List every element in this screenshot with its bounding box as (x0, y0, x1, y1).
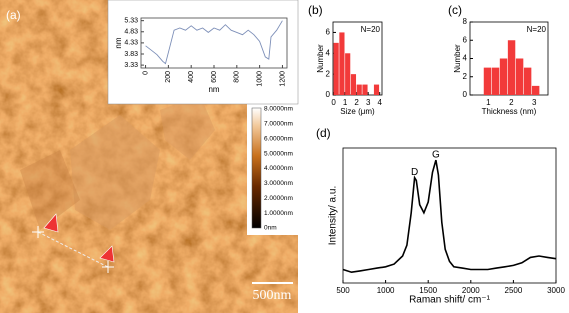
panel-label: (a) (6, 8, 21, 22)
x-axis-label: Size (μm) (340, 107, 375, 116)
y-tick-label: 6 (463, 35, 468, 44)
panel-label: (b) (308, 3, 323, 17)
y-tick-label: 2 (463, 72, 468, 81)
colorbar-label: 3.0000nm (264, 180, 293, 187)
x-tick-label: 800 (234, 71, 241, 83)
x-tick-label: 2000 (462, 286, 480, 295)
peak-label: D (411, 167, 418, 178)
x-tick-label: 400 (188, 71, 195, 83)
x-tick-label: 200 (165, 71, 172, 83)
x-tick-label: 1000 (256, 71, 263, 87)
x-tick-label: 0 (331, 98, 336, 107)
colorbar-label: 0nm (264, 225, 277, 232)
x-tick-label: 0 (142, 71, 149, 75)
x-tick-label: 2 (354, 98, 359, 107)
bar (339, 32, 345, 95)
y-tick-label: 4.33 (124, 40, 138, 47)
y-tick-label: 3.83 (124, 51, 138, 58)
bar (523, 67, 532, 95)
data-line (342, 159, 557, 274)
y-tick-label: 5.33 (124, 18, 138, 25)
data-line (145, 20, 283, 65)
bar (531, 85, 540, 95)
y-tick-label: 0 (463, 90, 468, 99)
panel-label: (c) (448, 3, 462, 17)
colorbar-label: 4.0000nm (264, 165, 293, 172)
x-tick-label: 1500 (419, 286, 437, 295)
scale-bar-label: 500nm (253, 288, 292, 303)
annotation: N=20 (361, 25, 381, 34)
x-axis-label: Raman shift/ cm⁻¹ (409, 295, 491, 306)
plot-frame (342, 147, 557, 284)
y-tick-label: 4.83 (124, 29, 138, 36)
colorbar-label: 5.0000nm (264, 150, 293, 157)
bar (515, 58, 524, 95)
x-tick-label: 1 (486, 98, 491, 107)
bar (333, 42, 339, 95)
x-tick-label: 4 (377, 98, 382, 107)
bar (491, 67, 500, 95)
y-axis-label: Number (453, 44, 462, 73)
y-axis-label: Number (316, 44, 325, 73)
y-tick-label: 0 (326, 90, 331, 99)
colorbar-label: 1.0000nm (264, 210, 293, 217)
x-tick-label: 1200 (279, 71, 286, 87)
y-tick-label: 6 (326, 28, 331, 37)
y-tick-label: 4 (463, 54, 468, 63)
colorbar-label: 6.0000nm (264, 135, 293, 142)
colorbar-label: 7.0000nm (264, 121, 293, 128)
y-tick-label: 8 (463, 17, 468, 26)
bar (350, 74, 357, 95)
peak-label: G (432, 149, 440, 160)
y-tick-label: 4 (326, 48, 331, 57)
x-tick-label: 3000 (547, 286, 565, 295)
colorbar-label: 8.0000nm (264, 106, 293, 113)
colorbar-label: 2.0000nm (264, 195, 293, 202)
x-axis-label: nm (208, 85, 219, 94)
y-axis-label: nm (114, 37, 123, 48)
x-tick-label: 3 (366, 98, 371, 107)
bar (483, 67, 492, 95)
annotation: N=20 (527, 25, 547, 34)
bar (373, 84, 380, 95)
afm-image (0, 0, 299, 313)
bar (507, 40, 516, 95)
panel-label: (d) (316, 126, 331, 140)
y-tick-label: 2 (326, 69, 331, 78)
x-tick-label: 2 (509, 98, 514, 107)
y-axis-label: Intensity/ a.u. (328, 186, 339, 245)
x-tick-label: 2500 (505, 286, 523, 295)
x-axis-label: Thickness (nm) (482, 107, 537, 116)
x-tick-label: 1000 (377, 286, 395, 295)
bar (362, 84, 368, 95)
bar (345, 53, 351, 95)
x-tick-label: 3 (532, 98, 537, 107)
x-tick-label: 500 (336, 286, 350, 295)
y-tick-label: 3.33 (124, 62, 138, 69)
bar (356, 84, 362, 95)
bar (499, 58, 508, 95)
x-tick-label: 1 (343, 98, 348, 107)
x-tick-label: 600 (211, 71, 218, 83)
